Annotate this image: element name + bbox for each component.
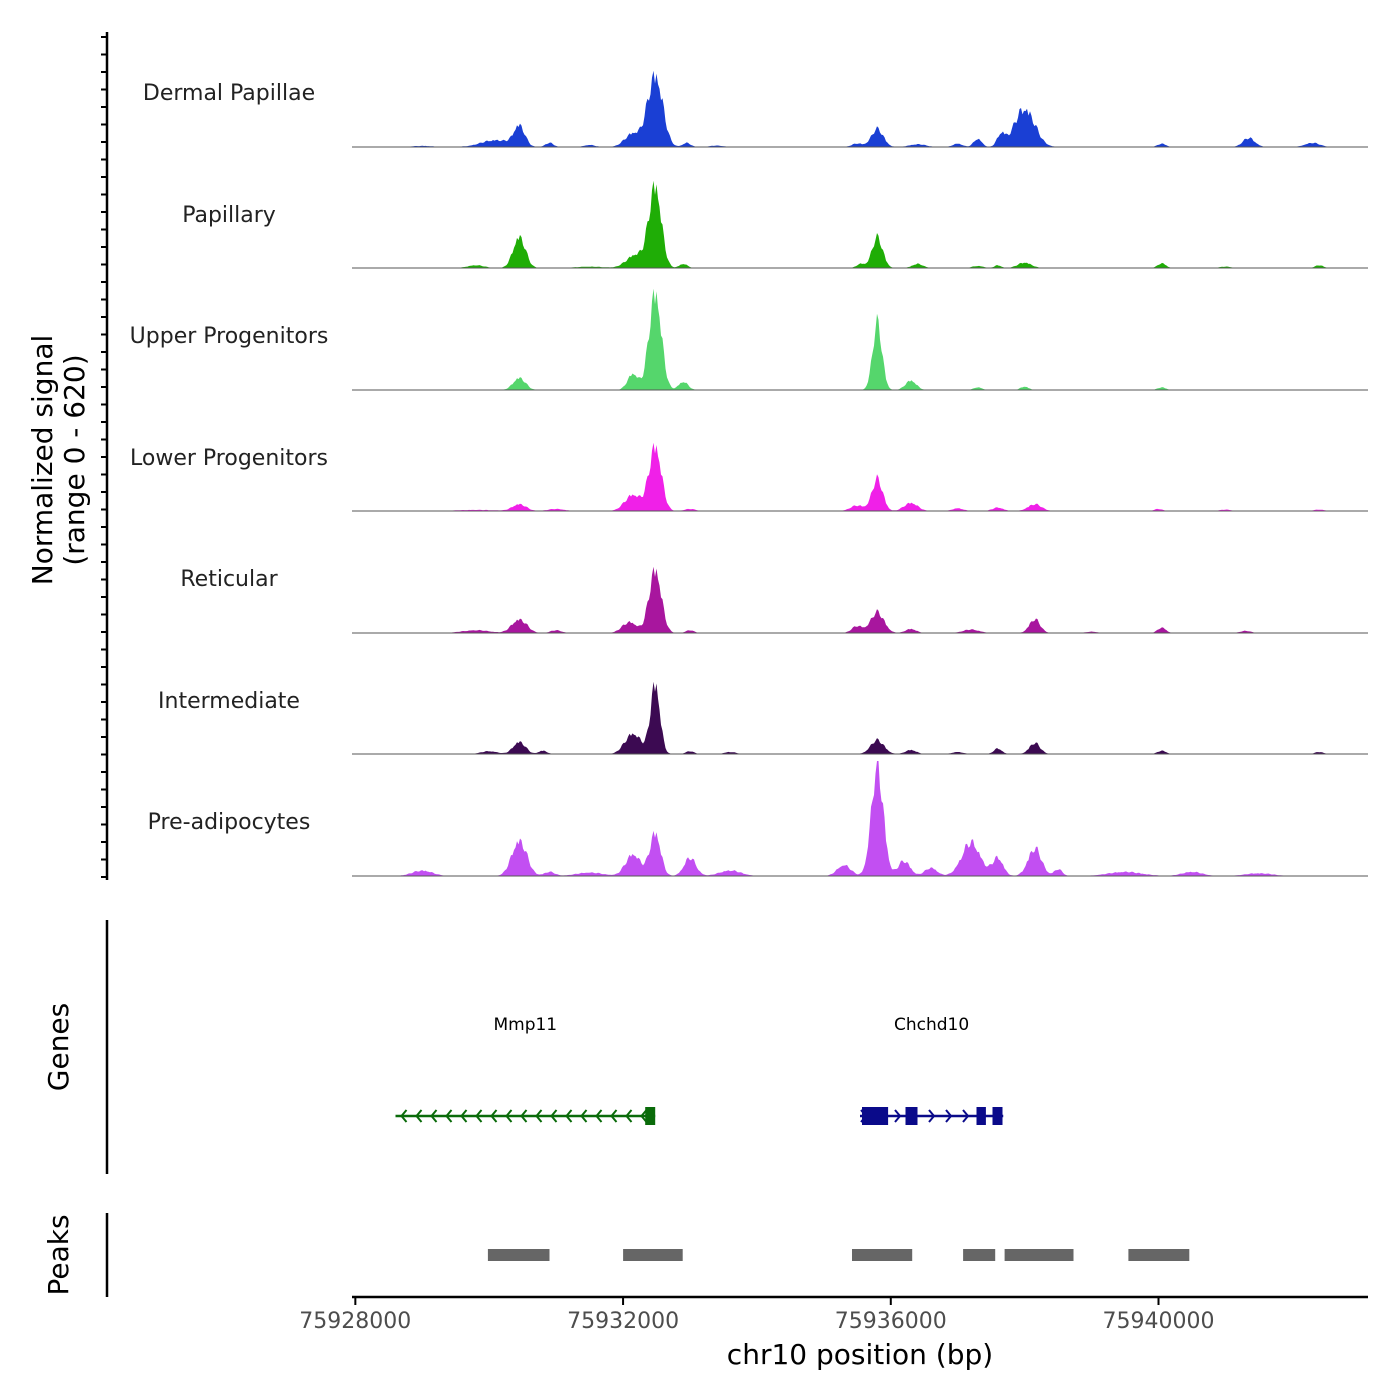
track-label: Upper Progenitors: [130, 324, 329, 349]
peaks-panel-title: Peaks: [42, 1214, 75, 1295]
strand-arrow: [430, 1109, 438, 1123]
gene-label: Mmp11: [493, 1015, 557, 1035]
strand-arrow: [535, 1109, 543, 1123]
signal-area: [352, 180, 1368, 268]
peak-region: [623, 1249, 683, 1261]
gene-label: Chchd10: [894, 1015, 969, 1035]
signal-area: [352, 70, 1368, 147]
strand-arrow: [894, 1109, 902, 1123]
track-label: Lower Progenitors: [130, 446, 328, 471]
gene-chchd10: Chchd10: [860, 1015, 1004, 1125]
signal-area: [352, 566, 1368, 633]
strand-arrow: [595, 1109, 603, 1123]
track-lower-progenitors: Lower Progenitors: [130, 442, 1368, 512]
exon-block: [905, 1107, 918, 1125]
exon-block: [862, 1107, 889, 1125]
strand-arrow: [565, 1109, 573, 1123]
gene-mmp11: Mmp11: [395, 1015, 656, 1125]
track-upper-progenitors: Upper Progenitors: [130, 288, 1368, 391]
x-tick-label: 75936000: [835, 1309, 947, 1334]
peak-region: [487, 1249, 550, 1261]
track-reticular: Reticular: [180, 566, 1368, 634]
peak-region: [852, 1249, 913, 1261]
x-axis-title: chr10 position (bp): [727, 1338, 993, 1371]
signal-area: [352, 761, 1368, 876]
track-label: Dermal Papillae: [143, 81, 315, 106]
genes-panel-title: Genes: [42, 1003, 75, 1091]
gene-track: Mmp11 Chchd10: [395, 1015, 1004, 1125]
y-axis-range: (range 0 - 620): [58, 354, 91, 565]
y-axis-title: Normalized signal: [26, 335, 59, 586]
signal-area: [352, 681, 1368, 754]
strand-arrow: [505, 1109, 513, 1123]
signal-area: [352, 442, 1368, 511]
strand-arrow: [928, 1109, 936, 1123]
strand-arrow: [550, 1109, 558, 1123]
track-papillary: Papillary: [182, 180, 1368, 269]
signal-area: [352, 288, 1368, 390]
strand-arrow: [962, 1109, 970, 1123]
exon-block: [992, 1107, 1003, 1125]
peak-region: [1128, 1249, 1190, 1261]
strand-arrow: [945, 1109, 953, 1123]
strand-arrow: [445, 1109, 453, 1123]
track-intermediate: Intermediate: [158, 681, 1368, 755]
peak-region: [963, 1249, 996, 1261]
track-pre-adipocytes: Pre-adipocytes: [148, 761, 1368, 877]
signal-tracks: Dermal Papillae Papillary Upper Progenitor…: [130, 70, 1368, 877]
peak-region: [1004, 1249, 1074, 1261]
track-label: Intermediate: [158, 689, 300, 714]
x-tick-label: 75932000: [567, 1309, 679, 1334]
track-dermal-papillae: Dermal Papillae: [143, 70, 1368, 148]
strand-arrow: [640, 1109, 648, 1123]
signal-y-axis: [101, 32, 109, 880]
strand-arrow: [460, 1109, 468, 1123]
track-label: Pre-adipocytes: [148, 810, 311, 835]
x-tick-label: 75928000: [299, 1309, 411, 1334]
exon-block: [645, 1107, 656, 1125]
strand-arrow: [580, 1109, 588, 1123]
strand-arrow: [400, 1109, 408, 1123]
strand-arrow: [520, 1109, 528, 1123]
strand-arrow: [475, 1109, 483, 1123]
strand-arrow: [625, 1109, 633, 1123]
x-axis: 75928000 75932000 75936000 75940000: [299, 1295, 1368, 1334]
exon-block: [976, 1107, 986, 1125]
strand-arrow: [610, 1109, 618, 1123]
strand-arrow: [490, 1109, 498, 1123]
track-label: Reticular: [180, 567, 278, 592]
strand-arrow: [415, 1109, 423, 1123]
track-label: Papillary: [182, 203, 276, 228]
x-tick-label: 75940000: [1103, 1309, 1215, 1334]
peak-track: [487, 1249, 1190, 1261]
